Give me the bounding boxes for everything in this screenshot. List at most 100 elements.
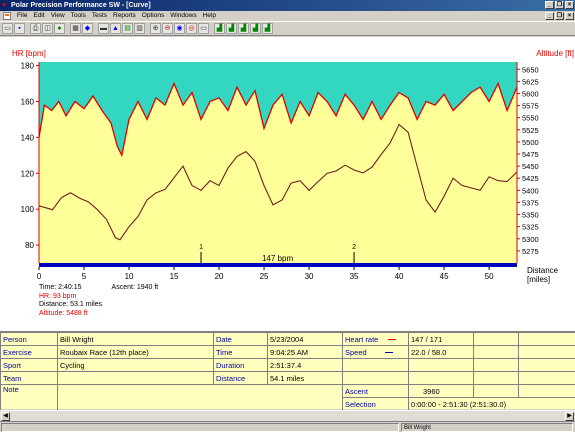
sport-label: Sport: [0, 358, 58, 372]
info-distance: Distance: 53.1 miles: [39, 301, 103, 308]
menu-windows[interactable]: Windows: [170, 12, 197, 19]
toolbar: ▭ ▪ ⎙ ◫ ● ▦ ◆ ▬ ▲ ▤ ▥ ⊕ ⊖ ◉ ◎ ▭ ▟ ▟ ▟ ▟ …: [0, 21, 575, 36]
mountain-icon[interactable]: ▲: [110, 23, 121, 34]
distance-tick-label: 5: [82, 272, 87, 281]
chart-d-icon[interactable]: ▟: [250, 23, 261, 34]
chart-e-icon[interactable]: ▟: [262, 23, 273, 34]
menu-tests[interactable]: Tests: [91, 12, 108, 19]
doc-restore-button[interactable]: ❐: [555, 12, 564, 20]
curve-chart[interactable]: 8010012014016018052755300532553505375540…: [0, 37, 575, 331]
zoom-out-icon[interactable]: ⊖: [162, 23, 173, 34]
limit-bar: [39, 263, 517, 267]
menu-file[interactable]: File: [17, 12, 28, 19]
table-row: Sport Cycling Duration 2:51:37.4: [0, 358, 575, 372]
altitude-tick-label: 5625: [522, 77, 539, 86]
info-time: Time: 2:40:15 Ascent: 1940 ft: [39, 284, 159, 291]
horizontal-scrollbar[interactable]: ◀ ▶: [0, 410, 575, 421]
chart-icon[interactable]: ▤: [122, 23, 133, 34]
doc-minimize-button[interactable]: _: [545, 12, 554, 20]
hr-tick-label: 80: [25, 241, 34, 250]
ruler-icon[interactable]: ▭: [198, 23, 209, 34]
calendar-icon[interactable]: ▦: [70, 23, 81, 34]
notebook-icon[interactable]: ◆: [82, 23, 93, 34]
scroll-right-icon[interactable]: ▶: [565, 412, 574, 421]
distance-value[interactable]: 54.1 miles: [267, 371, 343, 385]
info-hr: HR: 93 bpm: [39, 292, 77, 300]
document-icon[interactable]: [3, 12, 11, 20]
date-value[interactable]: 5/23/2004: [267, 332, 343, 346]
info-ascent: Ascent: 1940 ft: [111, 284, 159, 291]
menu-edit[interactable]: Edit: [33, 12, 45, 19]
person-value[interactable]: Bill Wright: [57, 332, 214, 346]
table-row: Team Distance 54.1 miles: [0, 371, 575, 385]
hr-tick-label: 140: [21, 133, 35, 142]
empty-cell: [342, 371, 409, 385]
globe-icon[interactable]: ●: [54, 23, 65, 34]
restore-button[interactable]: ❐: [555, 1, 564, 9]
date-label: Date: [213, 332, 268, 346]
altitude-tick-label: 5650: [522, 65, 539, 74]
zoom-a-icon[interactable]: ◉: [174, 23, 185, 34]
empty-cell: [518, 358, 575, 372]
scroll-left-icon[interactable]: ◀: [1, 412, 10, 421]
doc-close-button[interactable]: ×: [565, 12, 574, 20]
hr-tick-label: 100: [21, 205, 35, 214]
status-cell-main: [1, 423, 399, 432]
empty-cell: [518, 332, 575, 346]
heart-rate-value: 147 / 171: [408, 332, 474, 346]
altitude-tick-label: 5400: [522, 186, 539, 195]
selection-value[interactable]: 0:00:00 - 2:51:30 (2:51:30.0): [408, 397, 575, 411]
empty-cell: [473, 358, 519, 372]
ascent-label: Ascent: [342, 384, 409, 398]
empty-cell: [408, 358, 474, 372]
altitude-tick-label: 5325: [522, 223, 539, 232]
duration-value[interactable]: 2:51:37.4: [267, 358, 343, 372]
exercise-value[interactable]: Roubaix Race (12th place): [57, 345, 214, 359]
close-button[interactable]: ×: [565, 1, 574, 9]
menu-bar: File Edit View Tools Tests Reports Optio…: [0, 11, 575, 21]
save-icon[interactable]: ▪: [14, 23, 25, 34]
menu-tools[interactable]: Tools: [70, 12, 86, 19]
sport-value[interactable]: Cycling: [57, 358, 214, 372]
bars-icon[interactable]: ▥: [134, 23, 145, 34]
empty-cell: [473, 345, 519, 359]
team-label: Team: [0, 371, 58, 385]
status-user: Bill Wright: [401, 423, 573, 432]
empty-cell: [473, 371, 519, 385]
menu-view[interactable]: View: [50, 12, 65, 19]
altitude-tick-label: 5500: [522, 138, 539, 147]
open-icon[interactable]: ▭: [2, 23, 13, 34]
empty-cell: [518, 384, 575, 398]
lap-marker-label: 2: [352, 244, 356, 251]
team-value[interactable]: [57, 371, 214, 385]
hr-tick-label: 160: [21, 97, 35, 106]
time-label: Time: [213, 345, 268, 359]
altitude-tick-label: 5575: [522, 102, 539, 111]
print-icon[interactable]: ⎙: [30, 23, 41, 34]
time-value[interactable]: 9:04:25 AM: [267, 345, 343, 359]
duration-label: Duration: [213, 358, 268, 372]
zoom-in-icon[interactable]: ⊕: [150, 23, 161, 34]
menu-options[interactable]: Options: [141, 12, 165, 19]
preview-icon[interactable]: ◫: [42, 23, 53, 34]
minimize-button[interactable]: _: [545, 1, 554, 9]
menu-help[interactable]: Help: [202, 12, 216, 19]
zoom-b-icon[interactable]: ◎: [186, 23, 197, 34]
altitude-tick-label: 5525: [522, 126, 539, 135]
chart-c-icon[interactable]: ▟: [238, 23, 249, 34]
altitude-tick-label: 5425: [522, 174, 539, 183]
folder-icon[interactable]: ▬: [98, 23, 109, 34]
distance-tick-label: 15: [170, 272, 179, 281]
menu-reports[interactable]: Reports: [113, 12, 136, 19]
table-row: Note Ascent 3960: [0, 384, 575, 411]
table-row: Person Bill Wright Date 5/23/2004 Heart …: [0, 332, 575, 346]
altitude-tick-label: 5350: [522, 211, 539, 220]
note-value[interactable]: [57, 384, 343, 411]
speed-value: 22.0 / 58.0: [408, 345, 474, 359]
distance-axis-label-line1: Distance: [527, 266, 559, 275]
hr-tick-label: 180: [21, 62, 35, 71]
distance-tick-label: 10: [125, 272, 134, 281]
altitude-tick-label: 5600: [522, 89, 539, 98]
chart-b-icon[interactable]: ▟: [226, 23, 237, 34]
chart-a-icon[interactable]: ▟: [214, 23, 225, 34]
